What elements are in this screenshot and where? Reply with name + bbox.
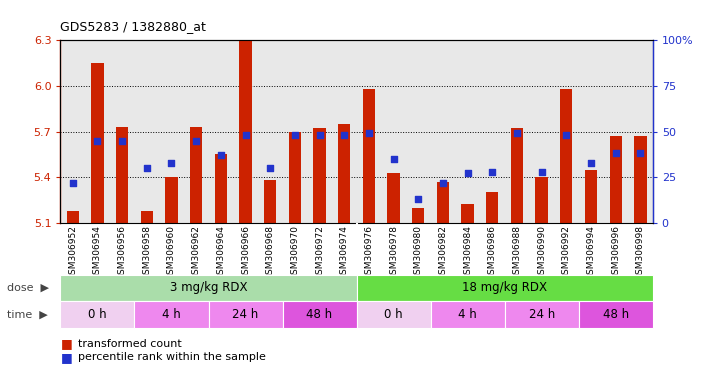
Bar [505, 301, 579, 328]
Bar [634, 136, 646, 223]
Bar [289, 131, 301, 223]
Text: GSM306964: GSM306964 [216, 225, 225, 280]
Point [191, 137, 202, 144]
Point [437, 180, 449, 186]
Text: 18 mg/kg RDX: 18 mg/kg RDX [462, 281, 547, 295]
Bar [609, 136, 622, 223]
Bar [141, 210, 153, 223]
Bar [134, 301, 208, 328]
Point [585, 159, 597, 166]
Point [536, 169, 547, 175]
Point [486, 169, 498, 175]
Text: GSM306966: GSM306966 [241, 225, 250, 280]
Point [511, 130, 523, 136]
Text: GSM306976: GSM306976 [365, 225, 373, 280]
Point [314, 132, 325, 138]
Bar [585, 169, 597, 223]
Text: 3 mg/kg RDX: 3 mg/kg RDX [170, 281, 247, 295]
Text: GSM306990: GSM306990 [537, 225, 546, 280]
Text: GSM306978: GSM306978 [389, 225, 398, 280]
Text: GSM306960: GSM306960 [167, 225, 176, 280]
Point [462, 170, 474, 177]
Bar [510, 129, 523, 223]
Text: GSM306980: GSM306980 [414, 225, 423, 280]
Bar [363, 89, 375, 223]
Bar [461, 204, 474, 223]
Text: GSM306994: GSM306994 [587, 225, 596, 280]
Text: ■: ■ [60, 351, 73, 364]
Point [117, 137, 128, 144]
Bar [60, 301, 134, 328]
Text: 4 h: 4 h [459, 308, 477, 321]
Bar [282, 301, 356, 328]
Point [338, 132, 350, 138]
Bar [356, 301, 431, 328]
Bar [240, 40, 252, 223]
Bar [91, 63, 104, 223]
Text: GSM306988: GSM306988 [513, 225, 521, 280]
Text: 48 h: 48 h [603, 308, 629, 321]
Text: GSM306970: GSM306970 [290, 225, 299, 280]
Text: 24 h: 24 h [528, 308, 555, 321]
Point [67, 180, 78, 186]
Bar [579, 301, 653, 328]
Point [363, 130, 375, 136]
Point [215, 152, 227, 158]
Text: 4 h: 4 h [162, 308, 181, 321]
Text: GDS5283 / 1382880_at: GDS5283 / 1382880_at [60, 20, 206, 33]
Bar [166, 177, 178, 223]
Text: GSM306986: GSM306986 [488, 225, 497, 280]
Text: GSM306956: GSM306956 [117, 225, 127, 280]
Text: GSM306984: GSM306984 [463, 225, 472, 280]
Bar [437, 182, 449, 223]
Bar [356, 275, 653, 301]
Point [388, 156, 400, 162]
Text: GSM306968: GSM306968 [266, 225, 274, 280]
Point [264, 165, 276, 171]
Text: GSM306972: GSM306972 [315, 225, 324, 280]
Text: 0 h: 0 h [88, 308, 107, 321]
Text: GSM306954: GSM306954 [93, 225, 102, 280]
Text: ■: ■ [60, 337, 73, 350]
Point [635, 151, 646, 157]
Text: GSM306992: GSM306992 [562, 225, 571, 280]
Bar [215, 154, 227, 223]
Text: GSM306962: GSM306962 [192, 225, 201, 280]
Bar [67, 210, 79, 223]
Text: 48 h: 48 h [306, 308, 333, 321]
Text: GSM306974: GSM306974 [340, 225, 348, 280]
Bar [264, 180, 277, 223]
Point [289, 132, 301, 138]
Point [166, 159, 177, 166]
Bar [190, 127, 203, 223]
Point [240, 132, 251, 138]
Bar [60, 275, 356, 301]
Text: GSM306952: GSM306952 [68, 225, 77, 280]
Bar [387, 172, 400, 223]
Bar [314, 129, 326, 223]
Text: transformed count: transformed count [78, 339, 182, 349]
Text: time  ▶: time ▶ [7, 310, 48, 320]
Text: GSM306996: GSM306996 [611, 225, 620, 280]
Bar [208, 301, 282, 328]
Point [412, 196, 424, 202]
Bar [535, 177, 547, 223]
Text: GSM306982: GSM306982 [439, 225, 447, 280]
Text: GSM306958: GSM306958 [142, 225, 151, 280]
Text: dose  ▶: dose ▶ [7, 283, 49, 293]
Point [141, 165, 152, 171]
Text: 24 h: 24 h [232, 308, 259, 321]
Bar [486, 192, 498, 223]
Text: GSM306998: GSM306998 [636, 225, 645, 280]
Point [561, 132, 572, 138]
Point [610, 151, 621, 157]
Point [92, 137, 103, 144]
Bar [412, 207, 424, 223]
Bar [338, 124, 351, 223]
Bar [560, 89, 572, 223]
Text: percentile rank within the sample: percentile rank within the sample [78, 352, 266, 362]
Text: 0 h: 0 h [384, 308, 403, 321]
Bar [431, 301, 505, 328]
Bar [116, 127, 128, 223]
